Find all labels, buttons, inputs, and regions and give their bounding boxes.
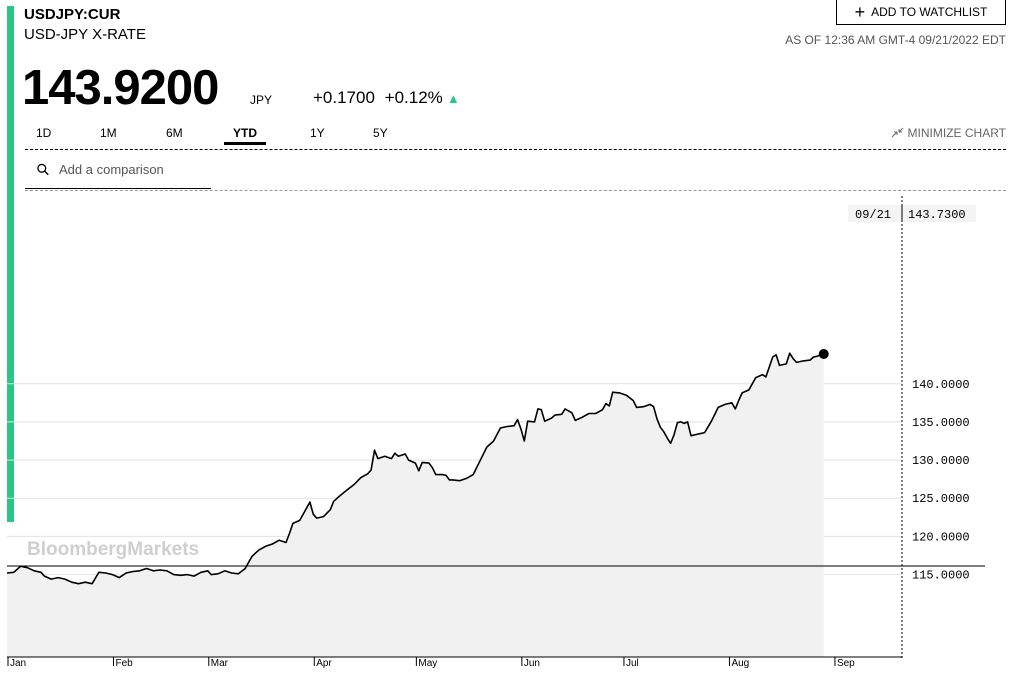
chart-watermark: BloombergMarkets [27,539,199,560]
x-tick-label: Jul [626,658,639,669]
change-value: +0.1700 [313,88,375,107]
add-to-watchlist-button[interactable]: + ADD TO WATCHLIST [836,0,1006,25]
plus-icon: + [854,1,866,22]
y-tick-label: 135.0000 [912,416,970,430]
x-tick-label: Sep [837,658,855,669]
tooltip-date: 09/21 [855,208,891,222]
crosshair-tooltip: 09/21 143.7300 [848,205,976,222]
x-tick-label: Jun [524,658,540,669]
minimize-label: MINIMIZE CHART [907,126,1006,140]
x-tick-label: Jan [10,658,26,669]
tab-1d[interactable]: 1D [36,126,52,140]
price-area [7,353,824,657]
comparison-search[interactable] [25,150,211,189]
y-tick-label: 130.0000 [912,454,970,468]
price-line [6,352,824,585]
x-tick-label: Aug [731,658,749,669]
last-price: 143.9200 [22,61,219,115]
tab-5y[interactable]: 5Y [373,126,388,140]
last-point-marker [818,348,829,359]
y-tick-label: 125.0000 [912,492,970,506]
y-tick-label: 115.0000 [912,569,970,583]
up-arrow-icon: ▲ [446,91,460,106]
tab-ytd[interactable]: YTD [224,126,266,145]
instrument-name: USD-JPY X-RATE [24,26,146,43]
watchlist-label: ADD TO WATCHLIST [871,4,988,19]
x-tick-label: Feb [115,658,133,669]
minimize-icon [891,127,904,138]
timeframe-tabs: 1D 1M 6M YTD 1Y 5Y MINIMIZE CHART [25,123,1006,150]
x-tick-label: Mar [211,658,229,669]
x-tick-label: May [418,658,437,669]
comparison-row [25,150,1006,191]
y-axis: 115.0000 120.0000 125.0000 130.0000 135.0000… [912,378,970,583]
accent-bar [7,6,14,522]
minimize-chart-button[interactable]: MINIMIZE CHART [891,126,1006,140]
comparison-input[interactable] [57,160,211,178]
ticker-symbol: USDJPY:CUR [24,6,121,23]
x-tick-label: Apr [316,658,332,669]
search-icon [37,163,49,175]
tab-1y[interactable]: 1Y [310,126,325,140]
price-change: +0.1700 +0.12% ▲ [313,88,460,108]
x-axis: Jan Feb Mar Apr May Jun Jul Aug Sep [7,657,855,669]
y-tick-label: 140.0000 [912,378,970,392]
as-of-timestamp: AS OF 12:36 AM GMT-4 09/21/2022 EDT [785,33,1006,47]
price-currency: JPY [250,93,273,107]
tab-6m[interactable]: 6M [166,126,183,140]
change-percent: +0.12% [384,88,443,107]
tab-1m[interactable]: 1M [100,126,117,140]
y-tick-label: 120.0000 [912,530,970,544]
tooltip-value: 143.7300 [908,208,966,222]
